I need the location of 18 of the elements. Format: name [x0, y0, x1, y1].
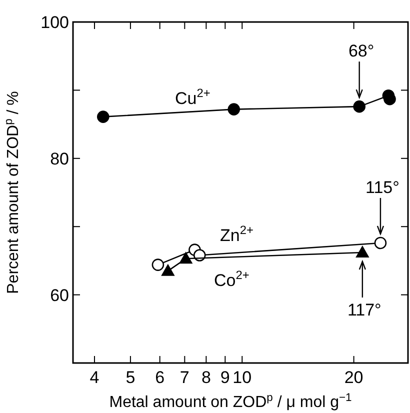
x-tick-label: 9: [220, 368, 230, 387]
y-tick-label: 100: [40, 13, 69, 32]
y-tick-label: 80: [50, 149, 69, 168]
x-tick-label: 20: [344, 368, 364, 387]
x-tick-label: 5: [126, 368, 136, 387]
x-tick-label: 6: [155, 368, 165, 387]
annotation: 115°: [366, 178, 400, 197]
series-label: Co$^{2+}$: [214, 268, 250, 290]
annotation: 117°: [347, 300, 382, 320]
x-tick-label: 4: [90, 368, 100, 387]
x-tick-label: 10: [232, 368, 252, 387]
x-tick-label: 7: [180, 368, 190, 387]
annotation: 68°: [348, 42, 374, 61]
series-label: Cu$^{2+}$: [175, 86, 210, 108]
x-axis-title: Metal amount on ZOD$^{p}$ / μ mol g$^{−1}$: [109, 392, 352, 411]
x-tick-label: 8: [201, 368, 211, 387]
y-tick-label: 60: [50, 286, 69, 305]
series-label: Zn$^{2+}$: [220, 223, 254, 245]
